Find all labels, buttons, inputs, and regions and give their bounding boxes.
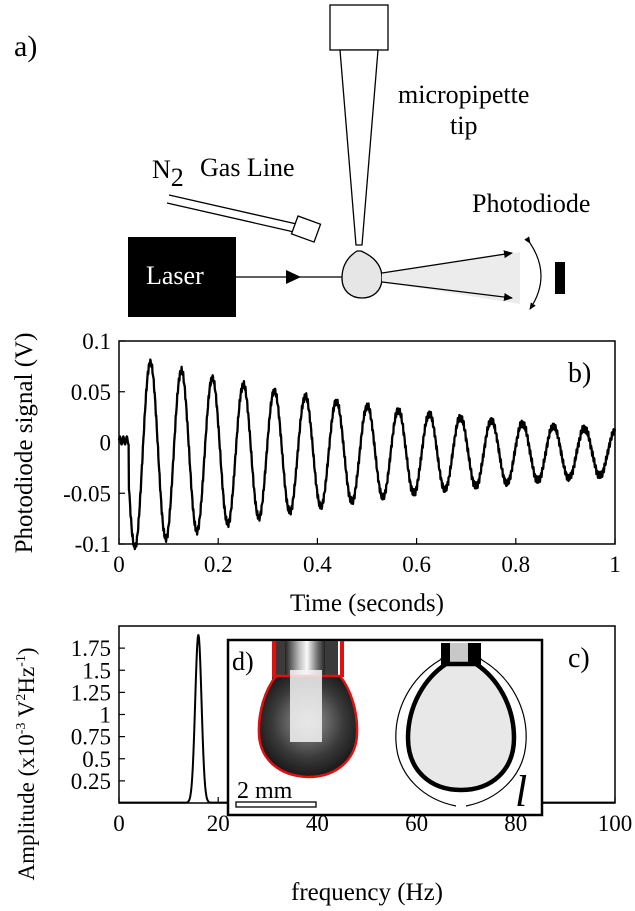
chart-c-xlabel: frequency (Hz) — [291, 879, 443, 906]
y-tick-label: 1.25 — [71, 680, 111, 705]
chart-b-xlabel: Time (seconds) — [290, 590, 444, 617]
arc-length-arrow-left — [395, 654, 457, 807]
drop-photo — [257, 641, 359, 779]
x-tick-label: 80 — [504, 811, 527, 836]
x-tick-label: 40 — [306, 811, 329, 836]
drop-inset: d) 2 mm l — [226, 638, 544, 817]
panel-d-label: d) — [232, 647, 254, 676]
pipette-holder — [329, 4, 389, 51]
gas-line-label: Gas Line — [200, 153, 295, 182]
tip-label: tip — [450, 111, 477, 140]
signal-series-line — [117, 358, 617, 551]
laser-box — [128, 237, 236, 317]
photodiode-sensor — [555, 262, 565, 294]
y-tick-label: -0.1 — [75, 532, 111, 557]
panel-c-label: c) — [568, 643, 590, 674]
chart-b-ylabel: Photodiode signal (V) — [11, 333, 38, 554]
y-tick-label: -0.05 — [63, 481, 111, 506]
y-tick-label: 0.75 — [71, 725, 111, 750]
scale-bar — [235, 801, 317, 808]
x-tick-label: 60 — [405, 811, 428, 836]
micropipette — [339, 49, 379, 246]
gas-line-tube-bottom — [166, 202, 295, 233]
time-signal-chart: 0 0.2 0.4 0.6 0.8 1 0.1 0.05 0 -0.05 -0.1 b) Photo… — [11, 329, 621, 617]
photodiode-label: Photodiode — [472, 189, 590, 218]
chart-c-ylabel: Amplitude (x10-3 V2Hz-1) — [14, 647, 39, 880]
micropipette-label: micropipette — [398, 80, 529, 109]
x-tick-label: 0.4 — [303, 552, 332, 577]
y-tick-label: 0.5 — [82, 747, 111, 772]
y-tick-label: 1.75 — [71, 636, 111, 661]
x-tick-label: 20 — [207, 811, 230, 836]
gas-line-tube-top — [168, 194, 302, 226]
beam-arrowhead — [286, 270, 301, 284]
x-tick-label: 0.2 — [204, 552, 233, 577]
x-tick-label: 1 — [609, 552, 621, 577]
x-tick-label: 0 — [113, 811, 125, 836]
n2-label: N2 — [152, 155, 184, 192]
gas-nozzle — [290, 215, 322, 243]
x-tick-label: 0.6 — [402, 552, 431, 577]
pendant-drop — [341, 250, 383, 299]
beam-lower-edge — [381, 281, 513, 301]
arc-length-arrow-right — [465, 654, 527, 807]
x-tick-label: 100 — [598, 811, 633, 836]
panel-b-label: b) — [568, 358, 591, 389]
y-tick-label: 1.5 — [82, 658, 111, 683]
y-tick-label: 1 — [100, 703, 112, 728]
panel-a-label: a) — [14, 30, 37, 63]
y-tick-label: 0 — [100, 431, 112, 456]
laser-label: Laser — [146, 261, 204, 290]
chart-b-ticks: 0 0.2 0.4 0.6 0.8 1 0.1 0.05 0 -0.05 -0.1 — [63, 329, 621, 577]
arc-length-symbol: l — [515, 767, 527, 816]
schematic-drop — [405, 661, 517, 793]
x-tick-label: 0.8 — [501, 552, 530, 577]
x-tick-label: 0 — [113, 552, 125, 577]
y-tick-label: 0.25 — [71, 769, 111, 794]
y-tick-label: 0.05 — [71, 380, 111, 405]
y-tick-label: 0.1 — [82, 329, 111, 354]
scan-arc — [524, 236, 542, 310]
beam-upper-edge — [381, 250, 513, 274]
scattered-beam — [382, 252, 520, 304]
scale-bar-label: 2 mm — [237, 778, 293, 804]
schematic-nozzle-bore — [450, 643, 468, 663]
setup-schematic: a) micropipette tip N2 Gas Line Laser Ph… — [14, 4, 590, 317]
